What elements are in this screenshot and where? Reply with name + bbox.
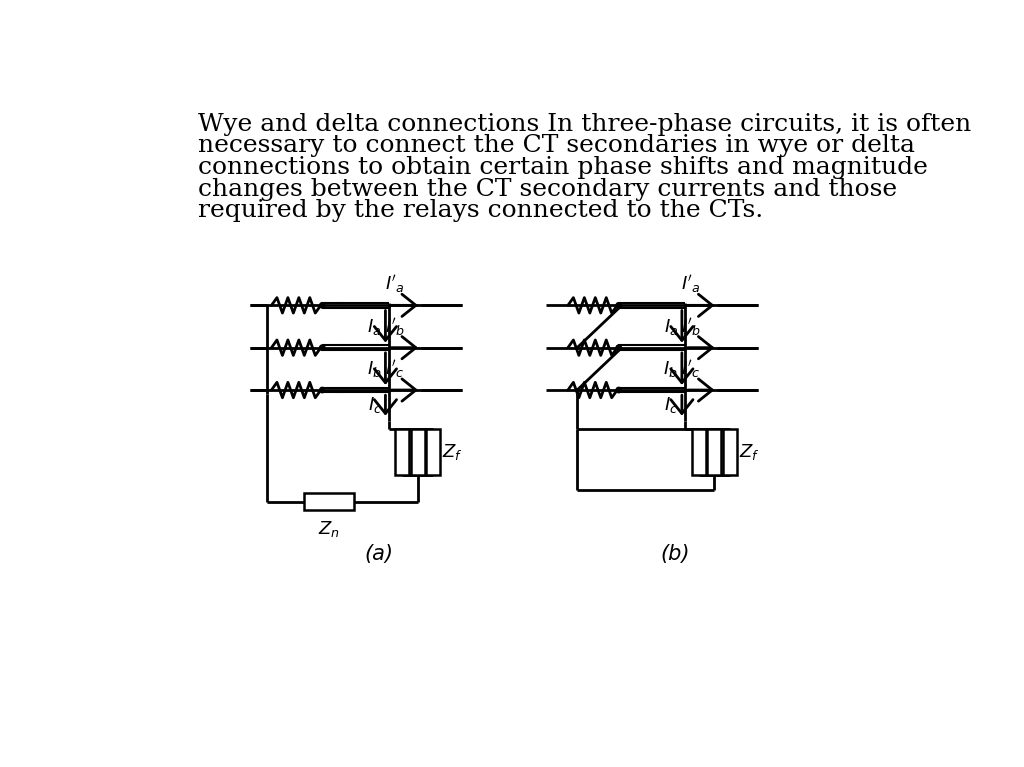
Text: necessary to connect the CT secondaries in wye or delta: necessary to connect the CT secondaries … <box>199 134 915 157</box>
Text: (b): (b) <box>660 544 690 564</box>
Text: $I'_c$: $I'_c$ <box>385 358 404 380</box>
Circle shape <box>616 303 622 308</box>
Text: $I_a$: $I_a$ <box>664 317 678 337</box>
Bar <box>395 429 410 475</box>
Text: $Z_f$: $Z_f$ <box>739 442 760 462</box>
Bar <box>723 429 736 475</box>
Circle shape <box>319 387 325 393</box>
Circle shape <box>319 345 325 351</box>
Bar <box>304 493 354 510</box>
Text: $Z_f$: $Z_f$ <box>442 442 463 462</box>
Text: connections to obtain certain phase shifts and magnitude: connections to obtain certain phase shif… <box>199 156 928 179</box>
Bar <box>692 429 706 475</box>
Text: changes between the CT secondary currents and those: changes between the CT secondary current… <box>199 177 897 200</box>
Text: $I_c$: $I_c$ <box>368 396 382 416</box>
Circle shape <box>616 345 622 351</box>
Bar <box>411 429 425 475</box>
Circle shape <box>319 303 325 308</box>
Text: $I_a$: $I_a$ <box>368 317 382 337</box>
Text: Wye and delta connections In three-phase circuits, it is often: Wye and delta connections In three-phase… <box>199 113 972 136</box>
Text: $I'_a$: $I'_a$ <box>681 273 700 295</box>
Circle shape <box>616 387 622 393</box>
Text: $Z_n$: $Z_n$ <box>318 518 340 538</box>
Text: (a): (a) <box>364 544 393 564</box>
Text: $I'_c$: $I'_c$ <box>681 358 700 380</box>
Text: required by the relays connected to the CTs.: required by the relays connected to the … <box>199 199 764 222</box>
Bar <box>426 429 440 475</box>
Text: $I_b$: $I_b$ <box>664 359 678 379</box>
Text: $I'_b$: $I'_b$ <box>385 316 404 337</box>
Text: $I'_b$: $I'_b$ <box>681 316 701 337</box>
Bar <box>708 429 721 475</box>
Text: $I_c$: $I_c$ <box>664 396 678 416</box>
Text: $I_b$: $I_b$ <box>367 359 382 379</box>
Text: $I'_a$: $I'_a$ <box>385 273 404 295</box>
